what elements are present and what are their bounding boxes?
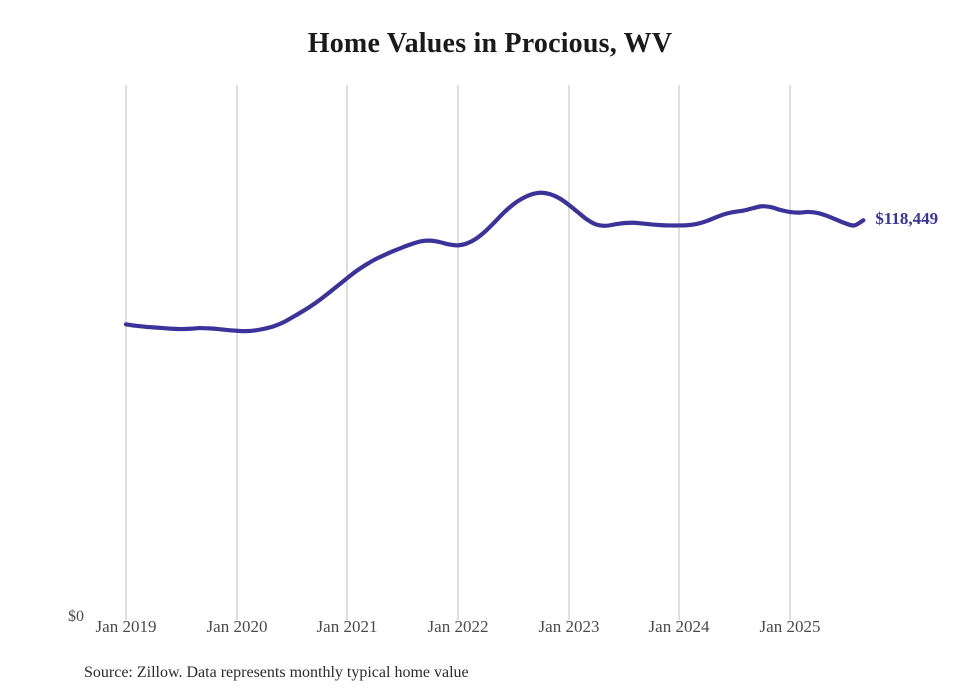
- x-tick-label: Jan 2022: [427, 617, 489, 636]
- x-tick-label: Jan 2019: [95, 617, 157, 636]
- home-value-line: [123, 190, 866, 334]
- source-note: Source: Zillow. Data represents monthly …: [84, 664, 469, 681]
- data-series-group: [123, 190, 866, 334]
- x-tick-label: Jan 2020: [206, 617, 268, 636]
- end-value-annotation: $118,449: [875, 209, 939, 229]
- gridlines-group: [125, 85, 791, 620]
- x-tick-label: Jan 2025: [759, 617, 821, 636]
- chart-title: Home Values in Procious, WV: [307, 28, 673, 59]
- y-axis-zero-label: $0: [68, 608, 84, 625]
- x-tick-label: Jan 2023: [538, 617, 600, 636]
- x-tick-label: Jan 2024: [648, 617, 710, 636]
- x-tick-label: Jan 2021: [316, 617, 378, 636]
